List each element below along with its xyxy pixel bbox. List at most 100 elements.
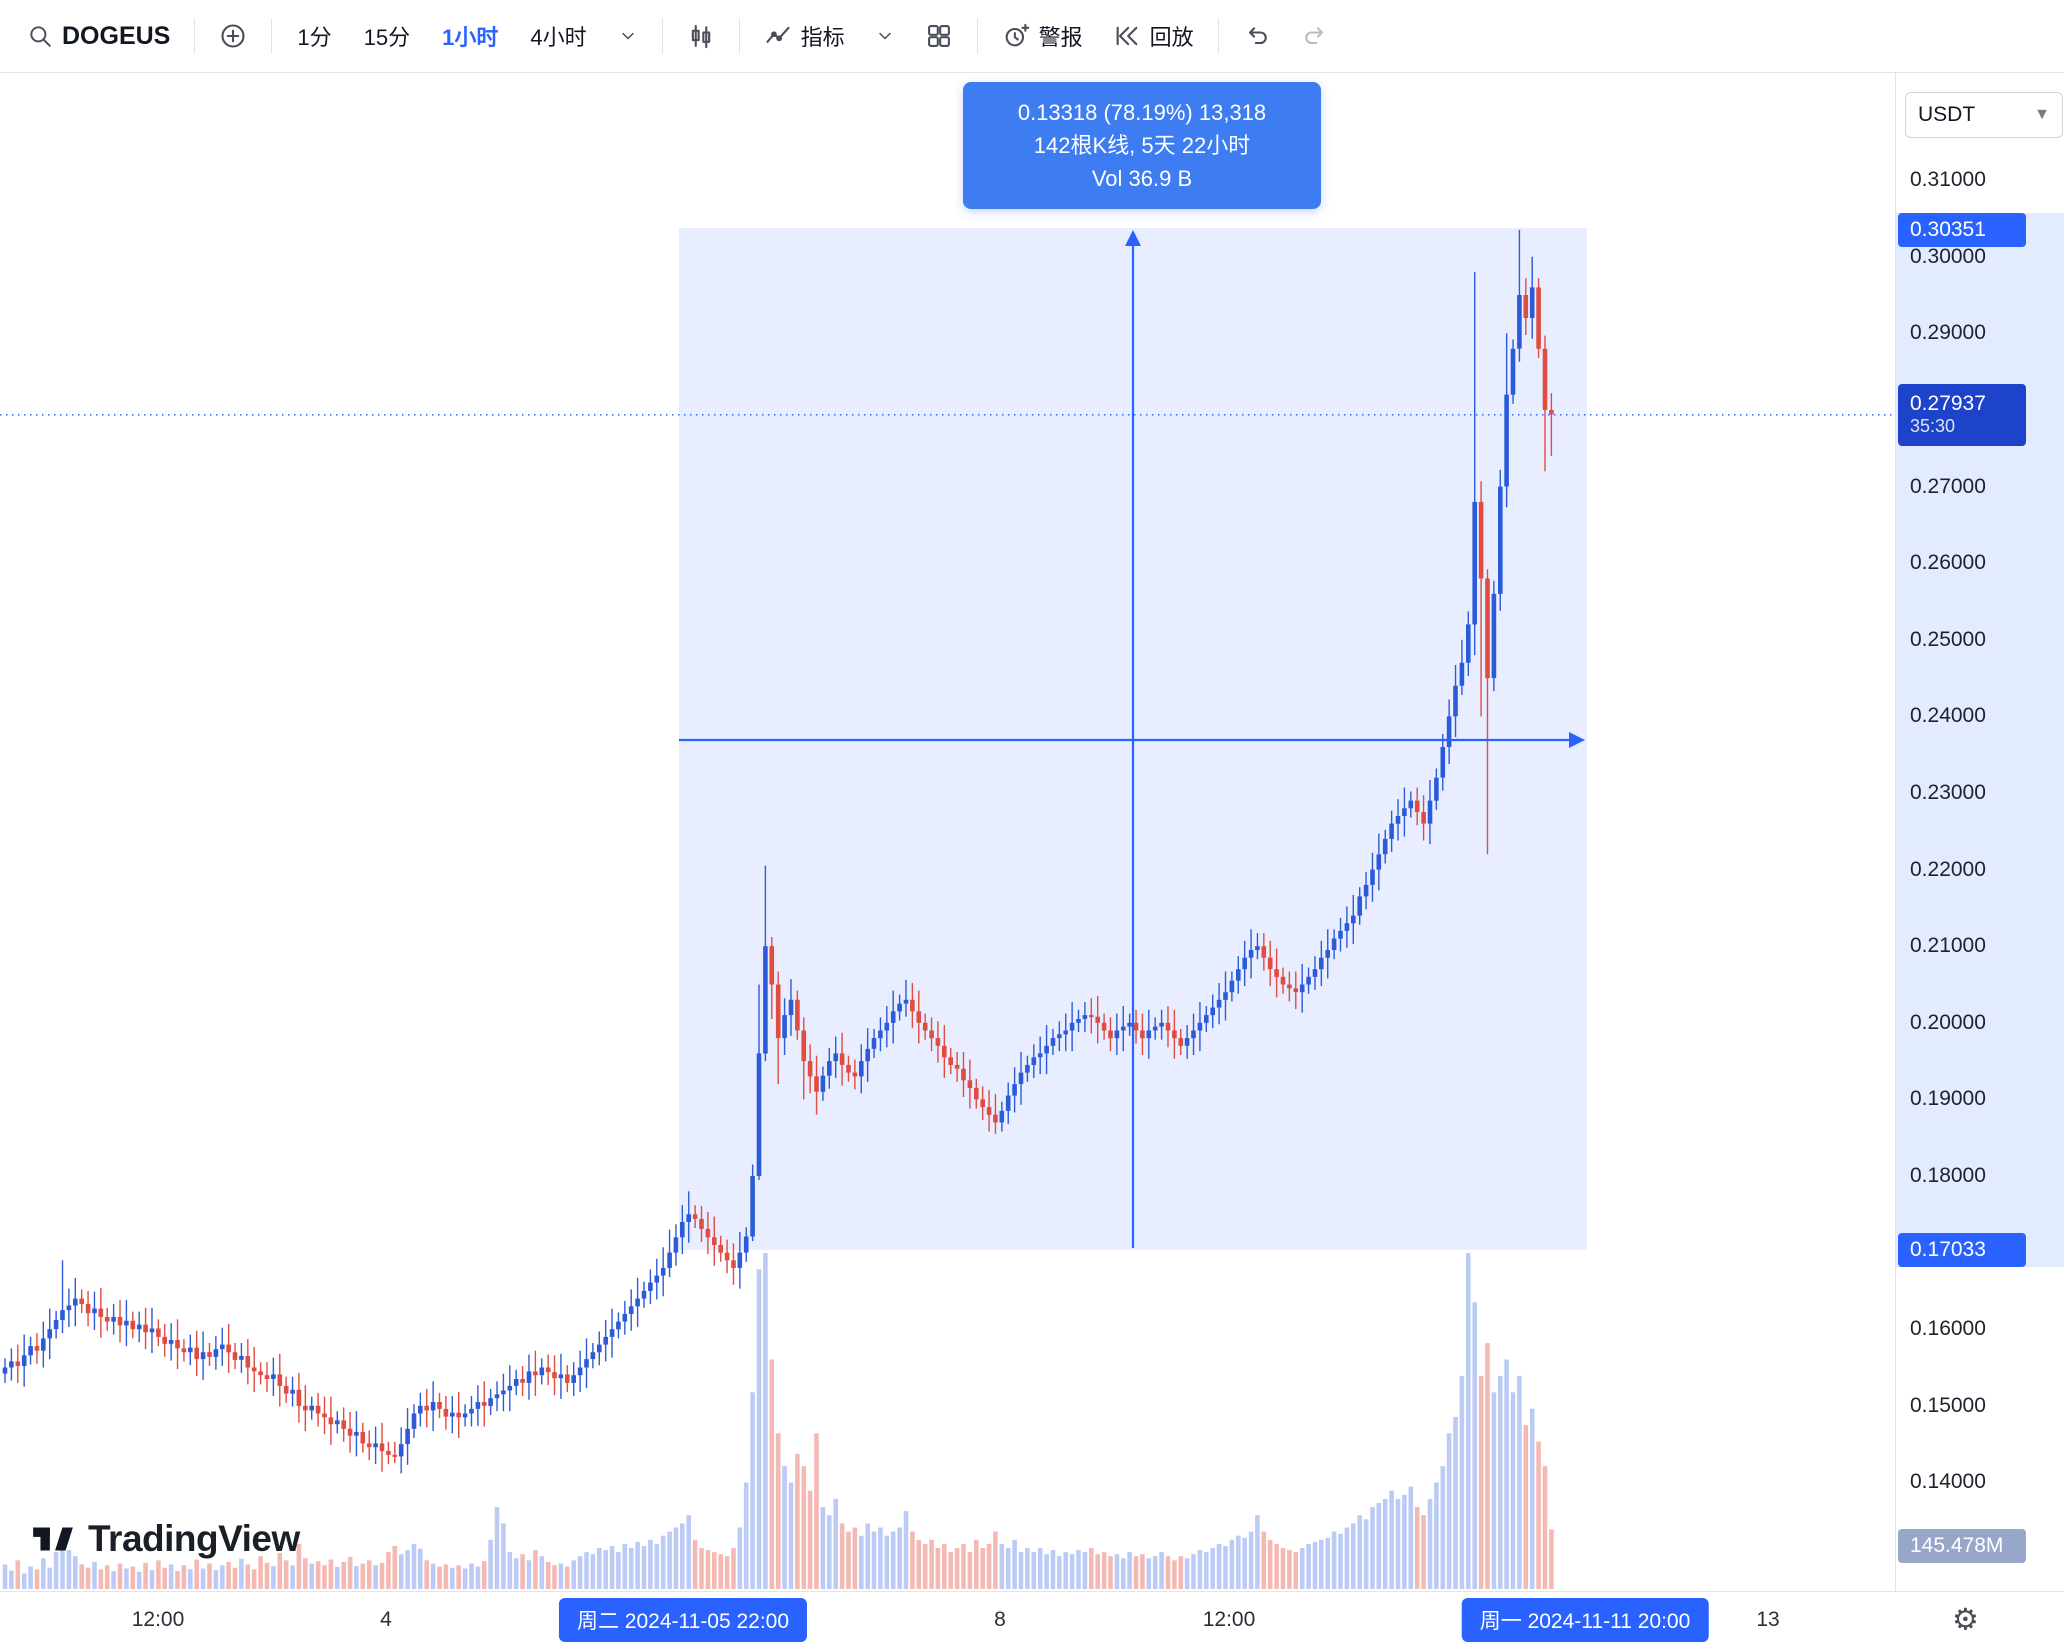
volume-bar — [1101, 1552, 1107, 1589]
volume-bar — [462, 1568, 468, 1589]
candle-body — [788, 999, 794, 1016]
volume-bar — [1152, 1556, 1158, 1589]
candle-body — [1280, 976, 1286, 985]
candle-body — [53, 1320, 59, 1330]
candle-body — [1370, 869, 1375, 885]
volume-bar — [692, 1539, 698, 1589]
volume-bar — [1223, 1546, 1228, 1589]
volume-bar — [724, 1556, 730, 1589]
volume-bar — [418, 1548, 423, 1589]
candle-body — [1031, 1057, 1037, 1065]
candle-body — [1389, 823, 1394, 839]
divider — [661, 18, 663, 54]
candle-body — [1376, 854, 1382, 870]
volume-bar — [456, 1565, 461, 1589]
volume-bar — [1216, 1543, 1222, 1589]
candle-body — [501, 1390, 506, 1395]
candle-body — [750, 1176, 755, 1237]
volume-bar — [130, 1566, 136, 1589]
candle-body — [1440, 747, 1446, 778]
volume-bar — [501, 1523, 506, 1589]
replay-button[interactable]: 回放 — [1100, 12, 1207, 60]
volume-bar — [1485, 1343, 1490, 1589]
layout-grid-button[interactable] — [912, 14, 966, 58]
time-axis[interactable]: 12:00 4 8 12:00 13 周二 2024-11-05 22:00 周一 2024… — [0, 1591, 2064, 1648]
candle-body — [1095, 1016, 1100, 1023]
volume-bar — [597, 1548, 602, 1589]
volume-bar — [398, 1554, 404, 1589]
volume-bar — [1076, 1550, 1081, 1589]
plus-circle-icon — [219, 22, 247, 50]
candle-body — [814, 1076, 819, 1092]
volume-bar — [699, 1548, 704, 1589]
redo-icon — [1301, 22, 1329, 50]
volume-bar — [1121, 1558, 1126, 1589]
volume-bar — [929, 1539, 934, 1589]
candle-body — [1248, 950, 1254, 958]
candle-body — [833, 1053, 838, 1062]
divider — [271, 18, 273, 54]
volume-bar — [545, 1562, 551, 1589]
volume-bar — [731, 1548, 736, 1589]
candle-body — [379, 1443, 385, 1452]
volume-bar — [1517, 1375, 1522, 1589]
volume-bar — [712, 1552, 717, 1589]
candle-body — [1434, 777, 1439, 801]
volume-bar — [935, 1548, 941, 1589]
volume-bar — [1312, 1541, 1318, 1589]
volume-bar — [1478, 1375, 1484, 1589]
volume-bar — [558, 1563, 564, 1589]
compare-add-button[interactable] — [206, 14, 260, 58]
timeframe-dropdown-button[interactable] — [605, 18, 651, 54]
volume-bar — [1280, 1548, 1286, 1589]
layout-grid-icon — [925, 22, 953, 50]
candle-body — [207, 1352, 212, 1357]
measure-tooltip-bars: 142根K线, 5天 22小时 — [1033, 133, 1251, 158]
candle-body — [226, 1344, 231, 1353]
price-axis[interactable]: USDT ▼ 0.31000 0.30000 0.29000 0.27000 0.260… — [1895, 72, 2064, 1648]
timeframe-1h[interactable]: 1小时 — [442, 25, 499, 50]
volume-bar — [73, 1556, 78, 1589]
redo-button[interactable] — [1288, 14, 1342, 58]
candle-body — [181, 1348, 187, 1353]
candle-body — [450, 1412, 455, 1417]
candlestick-style-icon — [687, 22, 715, 50]
volume-bar — [66, 1550, 72, 1589]
indicators-dropdown-button[interactable] — [862, 18, 908, 54]
candle-body — [456, 1412, 461, 1418]
candle-body — [1299, 984, 1305, 993]
volume-bar — [1140, 1554, 1145, 1589]
tradingview-logo[interactable]: TradingView — [30, 1516, 300, 1562]
search-icon — [27, 23, 53, 49]
candle-body — [1229, 980, 1235, 993]
candle-body — [258, 1371, 263, 1376]
volume-bar — [41, 1558, 46, 1589]
candle-body — [884, 1022, 890, 1031]
chart-style-button[interactable] — [674, 14, 728, 58]
candle-body — [1261, 946, 1267, 958]
volume-bar — [143, 1562, 148, 1589]
timeframe-15m[interactable]: 15分 — [363, 25, 411, 50]
volume-bar — [999, 1543, 1005, 1589]
currency-dropdown[interactable]: USDT ▼ — [1905, 92, 2063, 138]
gear-icon[interactable]: ⚙ — [1952, 1602, 1979, 1638]
timeframe-4h[interactable]: 4小时 — [530, 25, 587, 50]
price-axis-label: 0.27000 — [1910, 474, 1986, 498]
price-axis-label: 0.16000 — [1910, 1317, 1986, 1341]
candle-body — [903, 999, 909, 1004]
volume-bar — [801, 1466, 807, 1589]
candle-body — [961, 1068, 966, 1081]
volume-bar — [1395, 1498, 1401, 1589]
candle-body — [539, 1367, 545, 1376]
volume-bar — [283, 1560, 289, 1589]
volume-bar — [437, 1566, 442, 1589]
volume-bar — [28, 1566, 33, 1589]
indicators-button[interactable]: 指标 — [751, 12, 858, 60]
symbol-search-button[interactable]: DOGEUS — [14, 14, 183, 59]
candle-body — [1331, 938, 1337, 950]
undo-button[interactable] — [1230, 14, 1284, 58]
alert-button[interactable]: 警报 — [989, 12, 1096, 60]
volume-bar — [488, 1539, 493, 1589]
timeframe-1m[interactable]: 1分 — [297, 25, 332, 50]
